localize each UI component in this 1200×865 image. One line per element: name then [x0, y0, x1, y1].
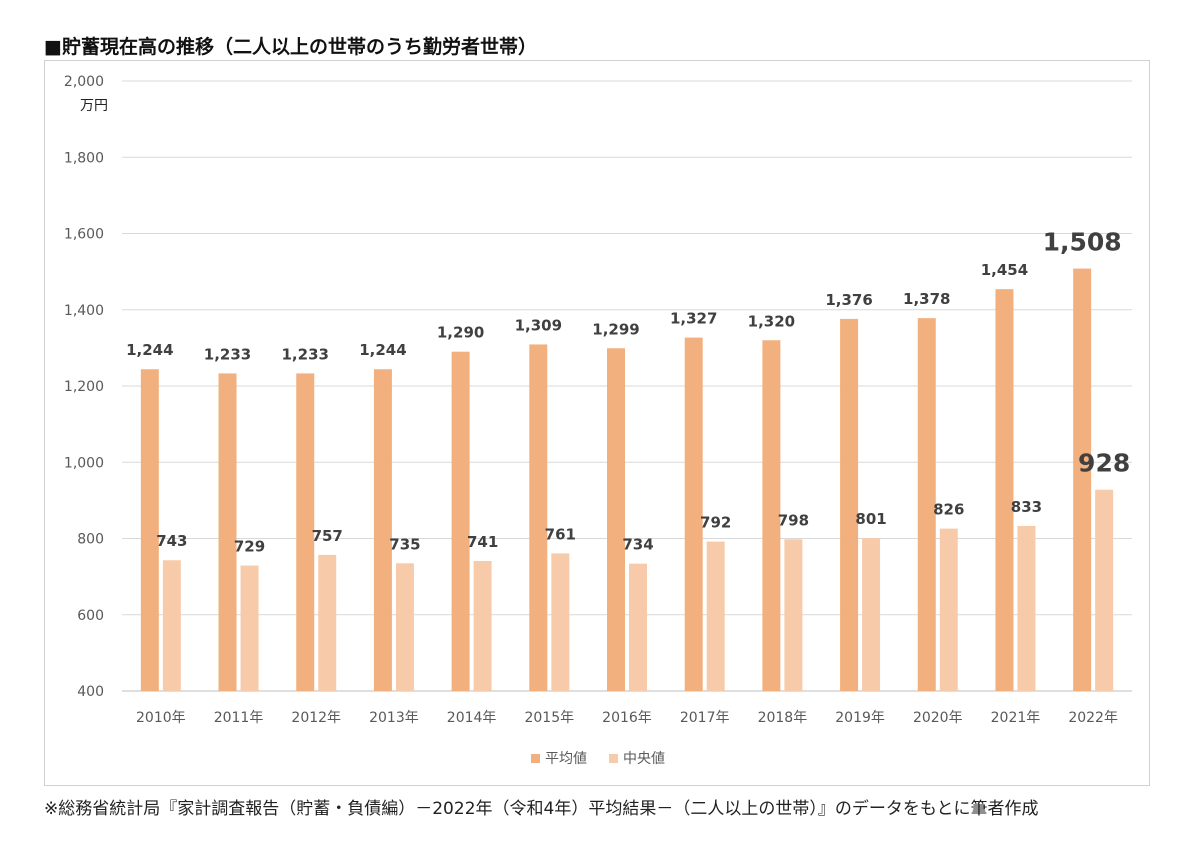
label-mean-2018年: 1,320 — [748, 312, 795, 330]
label-median-2017年: 792 — [700, 514, 731, 532]
label-median-2013年: 735 — [389, 535, 420, 553]
label-mean-2014年: 1,290 — [437, 324, 484, 342]
bar-median-2010年 — [162, 560, 181, 691]
y-tick-label: 1,200 — [64, 379, 104, 395]
bar-mean-2019年 — [840, 318, 859, 691]
label-median-2016年: 734 — [622, 536, 653, 554]
label-mean-2010年: 1,244 — [126, 341, 173, 359]
x-category-label: 2022年 — [1068, 710, 1118, 726]
label-mean-2021年: 1,454 — [981, 261, 1028, 279]
label-mean-2019年: 1,376 — [825, 291, 872, 309]
y-tick-label: 400 — [77, 684, 104, 700]
bar-mean-2010年 — [140, 369, 159, 691]
x-category-label: 2018年 — [758, 710, 808, 726]
label-median-2019年: 801 — [855, 510, 886, 528]
y-axis-ticks: 400 600 800 1,000 1,200 1,400 1,600 1,800 2,000 — [64, 74, 104, 700]
label-median-2018年: 798 — [778, 511, 809, 529]
label-median-2015年: 761 — [545, 525, 576, 543]
bar-mean-2022年 — [1073, 268, 1092, 691]
label-mean-2022年: 1,508 — [1043, 228, 1122, 257]
label-mean-2011年: 1,233 — [204, 345, 251, 363]
legend: 平均値 中央値 — [531, 751, 665, 767]
bar-mean-2015年 — [529, 344, 548, 691]
label-median-2011年: 729 — [234, 538, 265, 556]
bar-mean-2011年 — [218, 373, 237, 691]
bar-mean-2013年 — [373, 369, 392, 691]
bars — [140, 268, 1114, 691]
legend-label-mean: 平均値 — [545, 751, 587, 767]
bar-median-2022年 — [1095, 489, 1114, 691]
bar-mean-2021年 — [995, 289, 1014, 691]
label-mean-2016年: 1,299 — [592, 320, 639, 338]
x-category-label: 2021年 — [991, 710, 1041, 726]
label-median-2010年: 743 — [156, 532, 187, 550]
y-tick-label: 1,000 — [64, 455, 104, 471]
y-tick-label: 1,800 — [64, 150, 104, 166]
y-tick-label: 2,000 — [64, 74, 104, 90]
bar-median-2012年 — [318, 554, 337, 691]
gridlines — [122, 80, 1132, 692]
x-axis-categories: 2010年 2011年 2012年 2013年 2014年 2015年 2016年 2017年… — [136, 710, 1118, 726]
label-median-2021年: 833 — [1011, 498, 1042, 516]
bar-median-2015年 — [551, 553, 570, 691]
data-labels: 1,244 743 1,233 729 1,233 757 1,244 735 1,290 741… — [126, 228, 1130, 556]
x-category-label: 2012年 — [291, 710, 341, 726]
x-category-label: 2017年 — [680, 710, 730, 726]
bar-median-2014年 — [473, 560, 492, 691]
y-tick-label: 800 — [77, 532, 104, 548]
bar-median-2016年 — [629, 563, 647, 691]
x-category-label: 2016年 — [602, 710, 652, 726]
label-mean-2017年: 1,327 — [670, 310, 717, 328]
label-mean-2012年: 1,233 — [282, 345, 329, 363]
x-category-label: 2011年 — [214, 710, 264, 726]
label-median-2020年: 826 — [933, 501, 964, 519]
y-axis-unit: 万円 — [80, 98, 108, 114]
bar-mean-2017年 — [684, 337, 703, 691]
x-category-label: 2010年 — [136, 710, 186, 726]
y-tick-label: 1,600 — [64, 227, 104, 243]
bar-median-2017年 — [706, 541, 725, 691]
bar-median-2018年 — [784, 539, 803, 691]
bar-mean-2016年 — [607, 348, 625, 691]
x-category-label: 2019年 — [835, 710, 885, 726]
bar-mean-2018年 — [762, 340, 781, 691]
y-tick-label: 600 — [77, 608, 104, 624]
page-title: ■貯蓄現在高の推移（二人以上の世帯のうち勤労者世帯） — [44, 36, 537, 58]
label-median-2012年: 757 — [312, 527, 343, 545]
bar-mean-2014年 — [451, 351, 470, 691]
bar-median-2013年 — [395, 563, 414, 691]
label-mean-2015年: 1,309 — [515, 316, 562, 334]
label-median-2014年: 741 — [467, 533, 498, 551]
x-category-label: 2014年 — [447, 710, 497, 726]
bar-median-2021年 — [1017, 525, 1036, 691]
label-mean-2013年: 1,244 — [359, 341, 406, 359]
x-category-label: 2020年 — [913, 710, 963, 726]
label-median-2022年: 928 — [1078, 449, 1130, 478]
x-category-label: 2015年 — [524, 710, 574, 726]
legend-swatch-median — [609, 754, 618, 763]
y-tick-label: 1,400 — [64, 303, 104, 319]
source-note: ※総務省統計局『家計調査報告（貯蓄・負債編）－2022年（令和4年）平均結果－（… — [44, 799, 1039, 819]
bar-median-2020年 — [939, 528, 958, 691]
bar-median-2011年 — [240, 565, 259, 691]
bar-median-2019年 — [862, 538, 881, 691]
bar-mean-2020年 — [917, 318, 936, 691]
x-category-label: 2013年 — [369, 710, 419, 726]
bar-mean-2012年 — [296, 373, 315, 691]
savings-bar-chart: 4006008001,0001,2001,4001,6001,8002,000 … — [64, 74, 1132, 767]
legend-swatch-mean — [531, 754, 540, 763]
legend-label-median: 中央値 — [623, 751, 665, 767]
label-mean-2020年: 1,378 — [903, 290, 950, 308]
